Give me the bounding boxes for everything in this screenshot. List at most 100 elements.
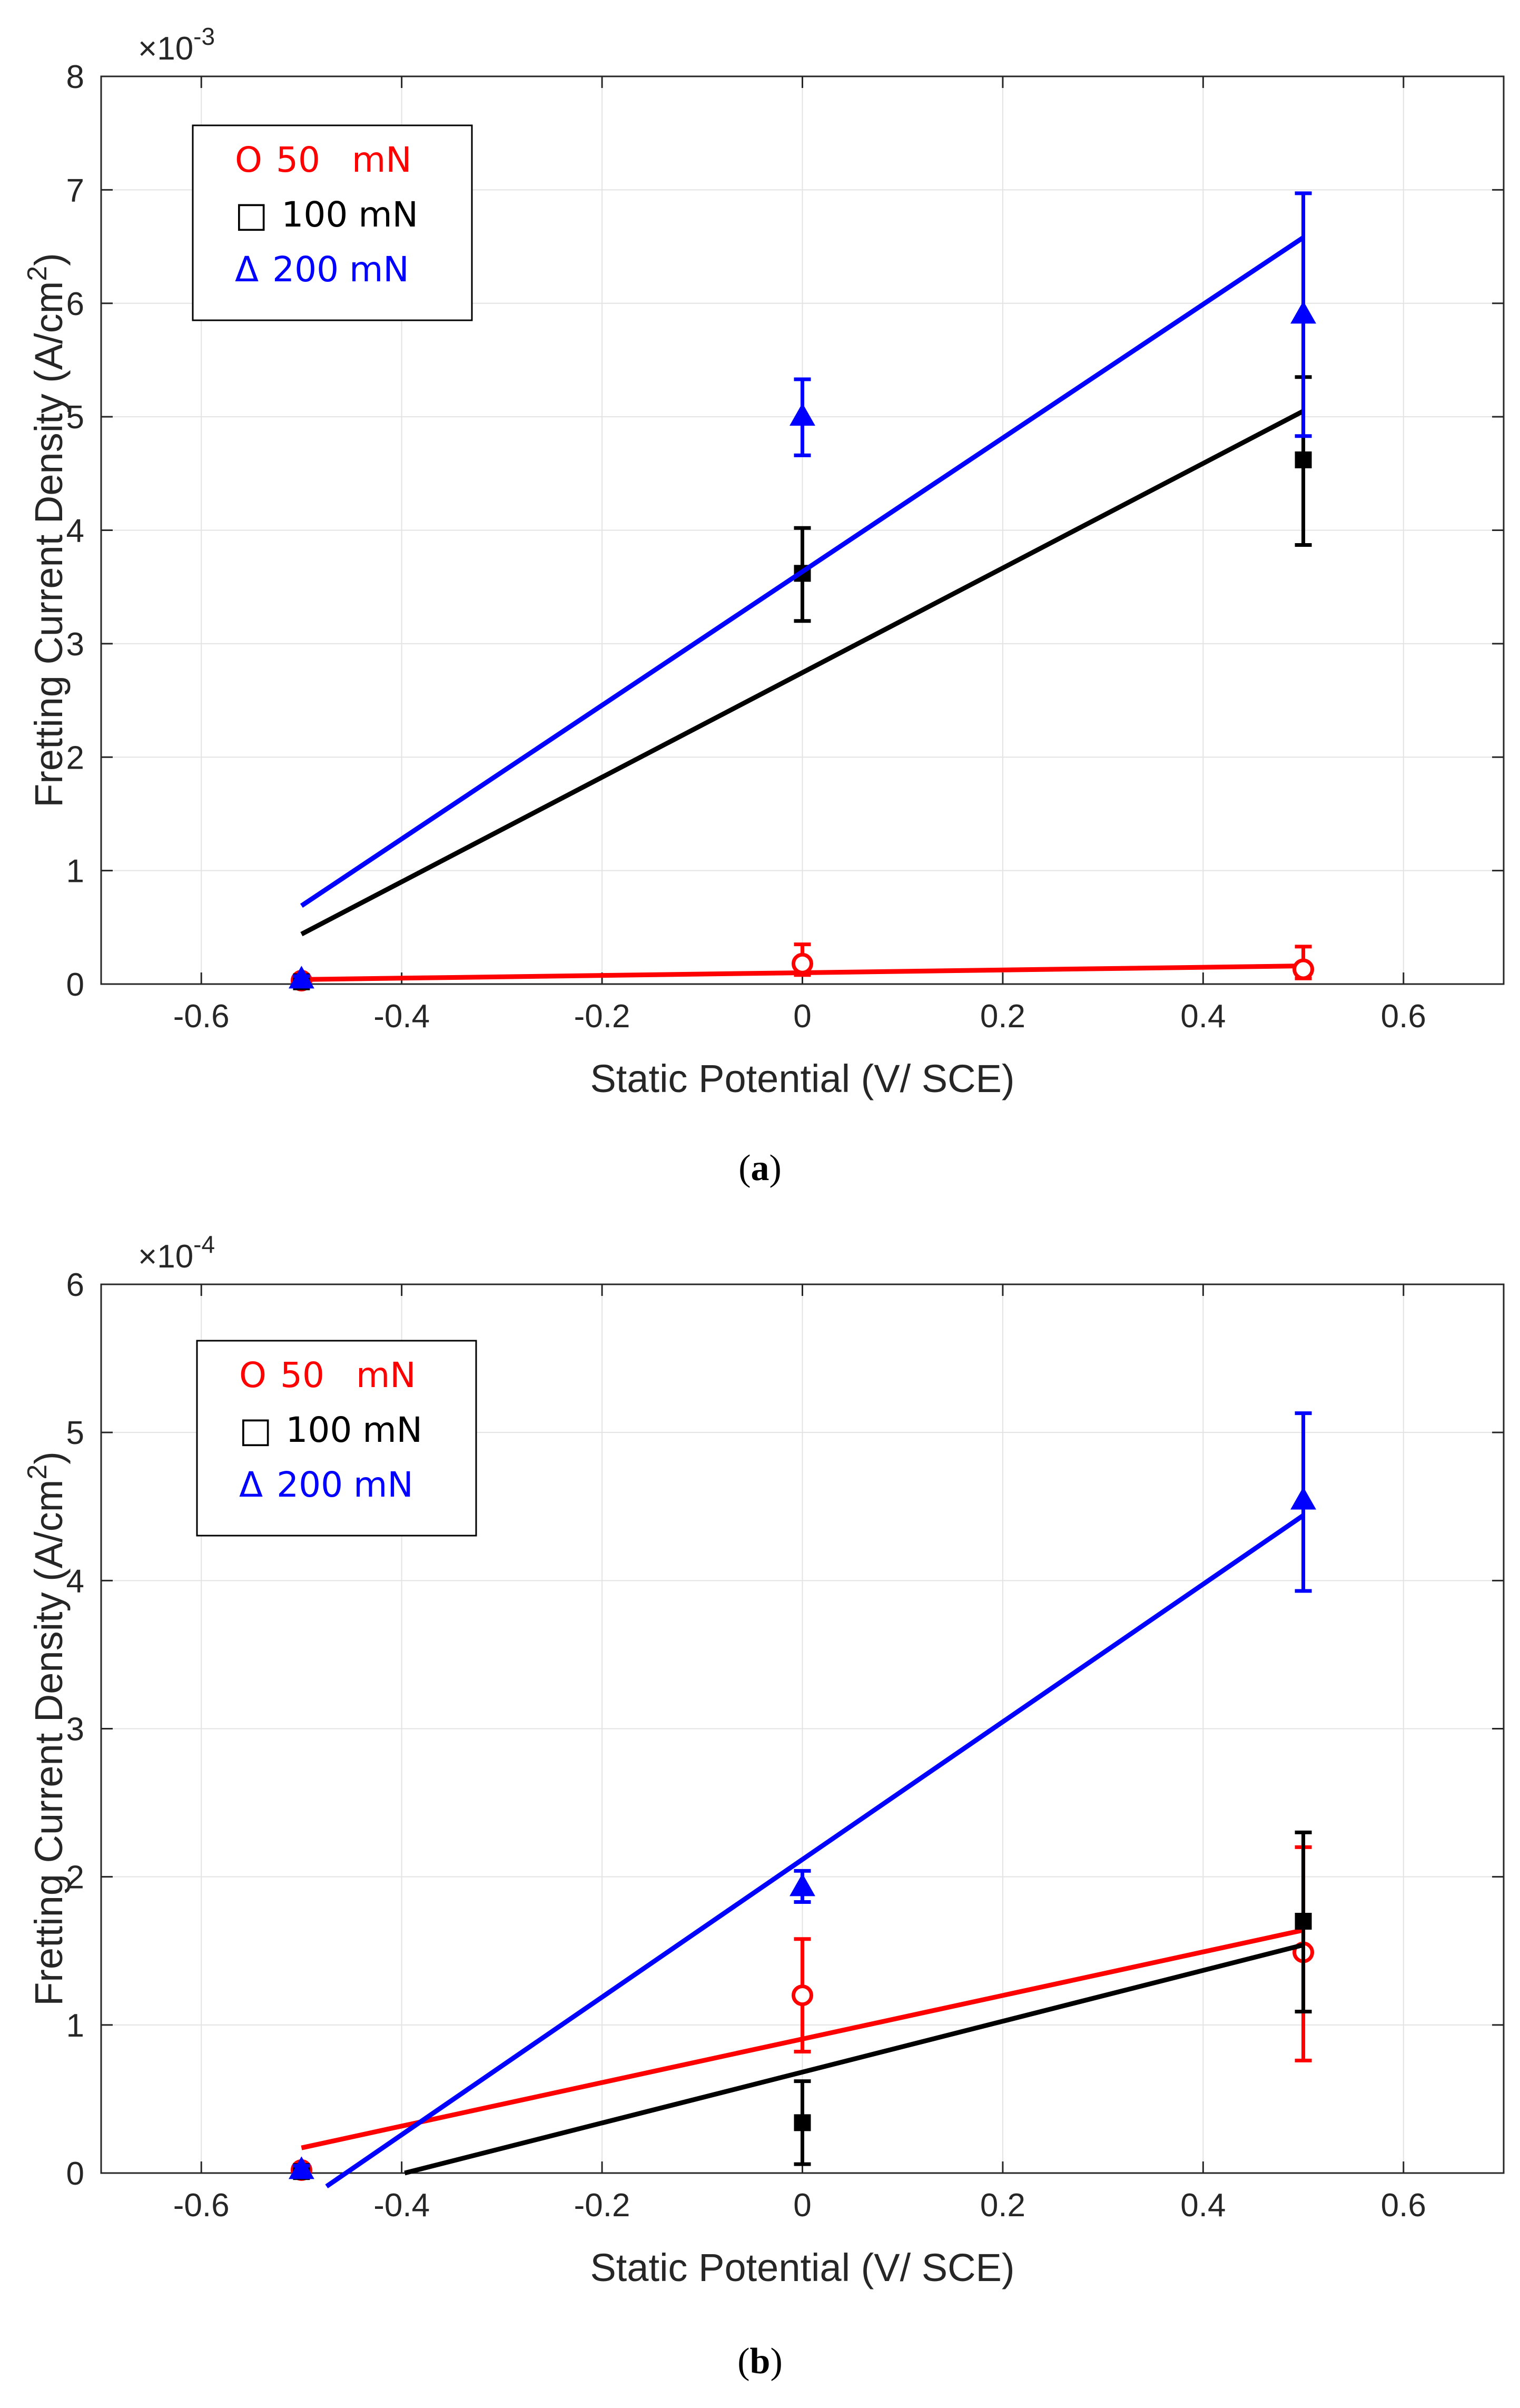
legend-unit: mN bbox=[362, 1410, 422, 1450]
x-tick-label: -0.2 bbox=[574, 998, 630, 1035]
legend-symbol: □ bbox=[239, 1410, 272, 1450]
legend-entry-200-mN: Δ 200 mN bbox=[239, 1465, 413, 1505]
exponent-label: ×10-3 bbox=[138, 23, 215, 67]
exponent-base: ×10 bbox=[138, 1239, 193, 1275]
y-axis-label-main: Fretting Current Density (A/cm bbox=[27, 1480, 71, 2006]
legend-symbol: Δ bbox=[239, 1465, 263, 1505]
legend-unit: mN bbox=[352, 140, 412, 180]
x-tick-label: 0.6 bbox=[1381, 998, 1426, 1035]
legend-unit: mN bbox=[349, 249, 409, 290]
legend-entry-200-mN: Δ 200 mN bbox=[235, 249, 409, 290]
caption-open-paren: ( bbox=[737, 2341, 749, 2382]
data-point-triangle bbox=[1290, 1487, 1317, 1510]
y-tick-label: 3 bbox=[66, 1712, 84, 1748]
ticks: -0.6 -0.4 -0.2 0 0.2 0.4 0.6 0 1 2 3 4 5 6 bbox=[66, 1267, 1504, 2224]
legend-entry-50-mN: O 50 mN bbox=[239, 1355, 416, 1395]
caption-letter: a bbox=[751, 1148, 769, 1188]
caption-letter: b bbox=[750, 2341, 771, 2382]
data-point-triangle bbox=[1290, 301, 1317, 324]
y-axis-label-close: ) bbox=[27, 253, 71, 266]
x-tick-label: -0.4 bbox=[373, 2187, 430, 2224]
data-point-square bbox=[794, 2114, 811, 2131]
fit-line bbox=[325, 1513, 1305, 2189]
y-tick-label: 4 bbox=[66, 1563, 84, 1599]
y-tick-label: 5 bbox=[66, 1415, 84, 1451]
data-point-circle bbox=[792, 952, 813, 975]
y-axis-label-main: Fretting Current Density (A/cm bbox=[27, 281, 71, 808]
caption-close-paren: ) bbox=[770, 2341, 782, 2382]
x-tick-label: -0.6 bbox=[173, 2187, 230, 2224]
caption-close-paren: ) bbox=[769, 1148, 782, 1188]
data-point-triangle bbox=[789, 403, 815, 426]
legend-box bbox=[192, 124, 473, 321]
legend-entry-100-mN: □ 100 mN bbox=[239, 1410, 422, 1450]
y-tick-label: 3 bbox=[66, 626, 84, 663]
x-tick-label: 0.4 bbox=[1180, 2187, 1226, 2224]
data-point-triangle bbox=[288, 966, 314, 989]
panel-caption: (a) bbox=[738, 1148, 782, 1188]
x-tick-label: -0.4 bbox=[373, 998, 430, 1035]
y-axis-label: Fretting Current Density (A/cm2) bbox=[22, 253, 71, 808]
legend-value: 100 bbox=[285, 1410, 352, 1450]
y-axis-label-close: ) bbox=[27, 1451, 71, 1465]
legend-unit: mN bbox=[358, 194, 418, 235]
x-tick-label: 0.2 bbox=[980, 998, 1025, 1035]
fit-line bbox=[404, 1942, 1304, 2176]
x-axis-label: Static Potential (V/ SCE) bbox=[590, 1057, 1014, 1100]
data-point-square bbox=[1295, 1913, 1312, 1930]
legend-symbol: Δ bbox=[235, 249, 259, 290]
legend-value: 50 bbox=[280, 1355, 324, 1395]
y-tick-label: 6 bbox=[66, 286, 84, 322]
legend: O 50 mN□ 100 mNΔ 200 mN bbox=[196, 1340, 477, 1537]
x-tick-label: 0 bbox=[793, 2187, 811, 2224]
x-tick-label: -0.2 bbox=[574, 2187, 630, 2224]
exponent-value: -3 bbox=[193, 23, 215, 50]
legend-unit: mN bbox=[356, 1355, 416, 1395]
fit-line bbox=[300, 235, 1305, 908]
legend-symbol: O bbox=[235, 140, 262, 180]
y-tick-label: 8 bbox=[66, 59, 84, 95]
legend-entry-100-mN: □ 100 mN bbox=[235, 194, 418, 235]
y-axis-label-superscript: 2 bbox=[22, 1465, 53, 1480]
x-tick-label: 0 bbox=[793, 998, 811, 1035]
y-tick-label: 7 bbox=[66, 172, 84, 209]
y-axis-label: Fretting Current Density (A/cm2) bbox=[22, 1451, 71, 2006]
x-tick-label: 0.6 bbox=[1381, 2187, 1426, 2224]
x-tick-label: 0.2 bbox=[980, 2187, 1025, 2224]
chart-panel-a: -0.6 -0.4 -0.2 0 0.2 0.4 0.6 0 1 2 3 4 5 6 7 8 ×10-3 Stat… bbox=[22, 23, 1505, 1188]
y-tick-label: 2 bbox=[66, 1860, 84, 1896]
data-point-triangle bbox=[789, 1873, 815, 1896]
data-point-square bbox=[1295, 451, 1312, 468]
y-tick-label: 6 bbox=[66, 1267, 84, 1303]
legend-unit: mN bbox=[353, 1465, 413, 1505]
fit-line bbox=[300, 409, 1305, 937]
caption-open-paren: ( bbox=[738, 1148, 751, 1188]
ticks: -0.6 -0.4 -0.2 0 0.2 0.4 0.6 0 1 2 3 4 5 6 7 8 bbox=[66, 59, 1504, 1035]
x-tick-label: -0.6 bbox=[173, 998, 230, 1035]
y-axis-label-superscript: 2 bbox=[22, 266, 53, 281]
series-200-mN bbox=[288, 1411, 1317, 2189]
legend-symbol: □ bbox=[235, 194, 268, 235]
data-point-circle bbox=[792, 1984, 813, 2007]
y-tick-label: 0 bbox=[66, 2156, 84, 2192]
legend-entry-50-mN: O 50 mN bbox=[235, 140, 412, 180]
exponent-value: -4 bbox=[193, 1231, 215, 1258]
y-tick-label: 1 bbox=[66, 2008, 84, 2044]
x-tick-label: 0.4 bbox=[1180, 998, 1226, 1035]
y-tick-label: 1 bbox=[66, 853, 84, 890]
legend-value: 100 bbox=[281, 194, 348, 235]
x-axis-label: Static Potential (V/ SCE) bbox=[590, 2246, 1014, 2289]
data-point-triangle bbox=[288, 2156, 314, 2179]
y-tick-label: 4 bbox=[66, 513, 84, 549]
legend-value: 200 bbox=[272, 249, 339, 290]
data-point-circle bbox=[1292, 958, 1315, 980]
legend-symbol: O bbox=[239, 1355, 267, 1395]
y-tick-label: 2 bbox=[66, 740, 84, 776]
y-tick-label: 5 bbox=[66, 399, 84, 436]
exponent-base: ×10 bbox=[138, 31, 193, 67]
chart-panel-b: -0.6 -0.4 -0.2 0 0.2 0.4 0.6 0 1 2 3 4 5 6 ×10-4 Static… bbox=[22, 1231, 1505, 2382]
legend-value: 50 bbox=[276, 140, 320, 180]
exponent-label: ×10-4 bbox=[138, 1231, 215, 1275]
legend-value: 200 bbox=[277, 1465, 343, 1505]
series-200-mN bbox=[288, 191, 1317, 989]
